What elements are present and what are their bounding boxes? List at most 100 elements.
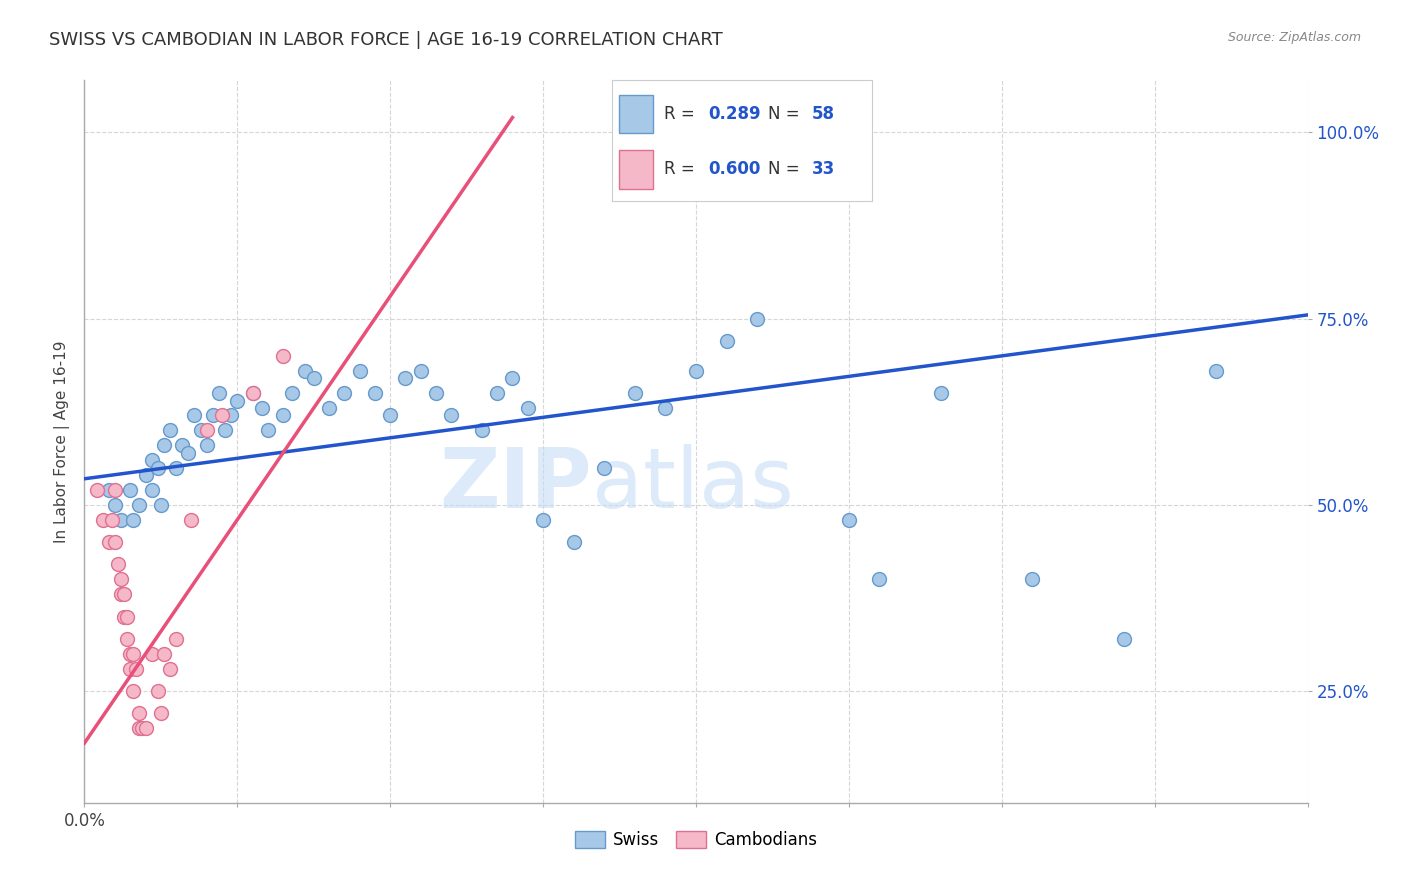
Point xyxy=(115,632,138,646)
Point xyxy=(104,483,127,497)
Point xyxy=(195,423,218,437)
Point xyxy=(242,386,264,401)
Point xyxy=(380,409,402,423)
Point xyxy=(624,386,647,401)
Point xyxy=(120,647,142,661)
Text: 33: 33 xyxy=(811,161,835,178)
Point xyxy=(349,364,371,378)
Point xyxy=(112,587,135,601)
Point xyxy=(333,386,356,401)
Point xyxy=(97,483,120,497)
Text: 0.289: 0.289 xyxy=(707,105,761,123)
Bar xyxy=(620,95,654,133)
Point xyxy=(165,632,187,646)
Point xyxy=(183,409,205,423)
Point xyxy=(141,647,163,661)
Point xyxy=(165,460,187,475)
Point xyxy=(159,423,181,437)
Point xyxy=(440,409,463,423)
Point xyxy=(122,684,145,698)
Point xyxy=(135,721,157,735)
Point xyxy=(180,513,202,527)
Point xyxy=(486,386,509,401)
Point xyxy=(214,423,236,437)
Point xyxy=(110,513,132,527)
Text: N =: N = xyxy=(768,161,804,178)
Point xyxy=(122,513,145,527)
Point xyxy=(294,364,316,378)
Point xyxy=(219,409,242,423)
Point xyxy=(364,386,387,401)
Point xyxy=(654,401,676,415)
Point xyxy=(394,371,416,385)
Point xyxy=(131,721,153,735)
Legend: Swiss, Cambodians: Swiss, Cambodians xyxy=(568,824,824,856)
Point xyxy=(107,558,129,572)
Point xyxy=(271,349,294,363)
Point xyxy=(149,498,172,512)
Point xyxy=(208,386,231,401)
Point xyxy=(190,423,212,437)
Point xyxy=(593,460,616,475)
Point xyxy=(159,662,181,676)
Point xyxy=(177,446,200,460)
Point xyxy=(211,409,233,423)
Point xyxy=(1021,572,1043,586)
Point xyxy=(110,587,132,601)
Point xyxy=(471,423,494,437)
Text: 0.600: 0.600 xyxy=(707,161,761,178)
Point xyxy=(141,483,163,497)
Point xyxy=(125,662,148,676)
Point xyxy=(172,438,194,452)
Text: ZIP: ZIP xyxy=(440,444,592,525)
Point xyxy=(250,401,273,415)
Point xyxy=(747,311,769,326)
Point xyxy=(115,609,138,624)
Point xyxy=(149,706,172,721)
Point xyxy=(838,513,860,527)
Point xyxy=(425,386,447,401)
Point xyxy=(562,535,585,549)
Point xyxy=(101,513,124,527)
Point xyxy=(128,721,150,735)
Point xyxy=(112,609,135,624)
Text: N =: N = xyxy=(768,105,804,123)
Point xyxy=(91,513,114,527)
Point xyxy=(201,409,224,423)
Point xyxy=(685,364,707,378)
Point xyxy=(318,401,340,415)
Point xyxy=(242,386,264,401)
Point xyxy=(531,513,554,527)
Point xyxy=(104,498,127,512)
Point xyxy=(122,647,145,661)
Point xyxy=(97,535,120,549)
Bar xyxy=(620,150,654,188)
Point xyxy=(516,401,538,415)
Text: 58: 58 xyxy=(811,105,835,123)
Point xyxy=(929,386,952,401)
Point xyxy=(153,647,176,661)
Text: R =: R = xyxy=(664,105,700,123)
Point xyxy=(146,684,169,698)
Point xyxy=(257,423,280,437)
Point xyxy=(716,334,738,348)
Point xyxy=(271,409,294,423)
Point xyxy=(226,393,249,408)
Point xyxy=(128,706,150,721)
Text: R =: R = xyxy=(664,161,700,178)
Point xyxy=(195,438,218,452)
Point xyxy=(409,364,432,378)
Point xyxy=(104,535,127,549)
Point xyxy=(502,371,524,385)
Text: Source: ZipAtlas.com: Source: ZipAtlas.com xyxy=(1227,31,1361,45)
Point xyxy=(110,572,132,586)
Point xyxy=(86,483,108,497)
Point xyxy=(869,572,891,586)
Point xyxy=(120,662,142,676)
Y-axis label: In Labor Force | Age 16-19: In Labor Force | Age 16-19 xyxy=(55,340,70,543)
Text: SWISS VS CAMBODIAN IN LABOR FORCE | AGE 16-19 CORRELATION CHART: SWISS VS CAMBODIAN IN LABOR FORCE | AGE … xyxy=(49,31,723,49)
Point xyxy=(146,460,169,475)
Point xyxy=(1205,364,1227,378)
Point xyxy=(281,386,304,401)
Point xyxy=(141,453,163,467)
